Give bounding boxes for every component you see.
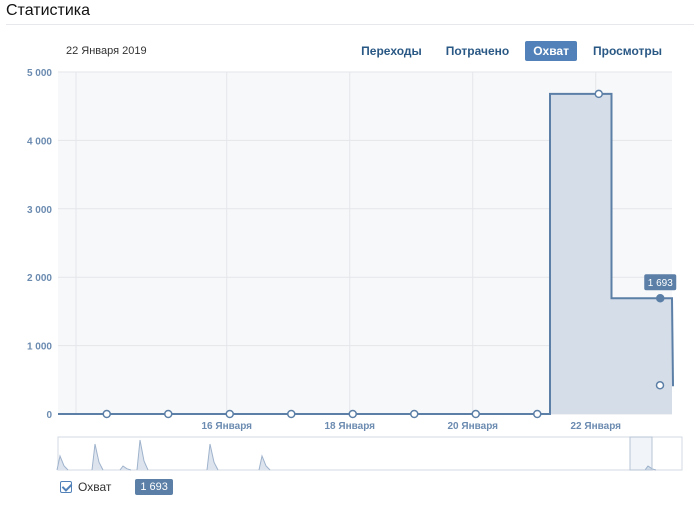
- page-title: Статистика: [6, 2, 91, 19]
- y-tick-label: 2 000: [27, 273, 52, 284]
- reach-chart: 0 1 000 2 000 3 000 4 000 5 000 16 Января 18 Ян…: [27, 68, 683, 471]
- tab-views[interactable]: Просмотры: [592, 44, 662, 58]
- tab-reach[interactable]: Охват: [525, 41, 577, 61]
- date-label: 22 Января 2019: [66, 45, 147, 57]
- data-point: [656, 293, 665, 303]
- navigator-spark: [91, 443, 104, 471]
- navigator-spark: [56, 454, 69, 471]
- legend-value-badge: 1 693: [135, 479, 173, 495]
- navigator-spark: [258, 454, 271, 471]
- title-divider: [6, 24, 694, 25]
- tab-spent[interactable]: Потрачено: [445, 44, 510, 58]
- data-point: [225, 409, 234, 419]
- x-tick-label: 18 Января: [324, 421, 375, 432]
- data-point: [410, 409, 419, 419]
- data-point: [164, 409, 173, 419]
- navigator-spark: [644, 465, 657, 471]
- x-tick-label: 16 Января: [201, 421, 252, 432]
- y-tick-label: 0: [46, 410, 52, 421]
- metric-tabs: Переходы Потрачено Охват Просмотры: [345, 41, 670, 61]
- data-point: [471, 409, 480, 419]
- navigator-spark: [119, 465, 132, 471]
- y-tick-label: 5 000: [27, 68, 52, 79]
- legend-checkbox[interactable]: [60, 481, 72, 493]
- x-tick-label: 22 Января: [570, 421, 621, 432]
- y-tick-label: 3 000: [27, 205, 52, 216]
- y-tick-label: 1 000: [27, 342, 52, 353]
- legend: Охват 1 693: [60, 479, 173, 495]
- tooltip-box: [644, 274, 677, 291]
- data-point: [287, 409, 296, 419]
- data-point: [348, 409, 357, 419]
- tab-transitions[interactable]: Переходы: [361, 44, 422, 58]
- data-point: [594, 89, 603, 99]
- area-bar: [550, 93, 612, 414]
- data-point: [655, 381, 665, 390]
- data-point: [533, 409, 542, 419]
- navigator-frame: [57, 436, 683, 471]
- navigator-selection: [629, 436, 653, 471]
- series-line: [58, 92, 675, 415]
- navigator-spark: [206, 443, 219, 471]
- x-tick-label: 20 Января: [447, 421, 498, 432]
- y-tick-label: 4 000: [27, 136, 52, 147]
- data-point: [102, 409, 111, 419]
- area-bar: [611, 298, 672, 414]
- legend-label: Охват: [78, 480, 112, 494]
- navigator-spark: [136, 439, 149, 471]
- tooltip-value: 1 693: [648, 278, 673, 289]
